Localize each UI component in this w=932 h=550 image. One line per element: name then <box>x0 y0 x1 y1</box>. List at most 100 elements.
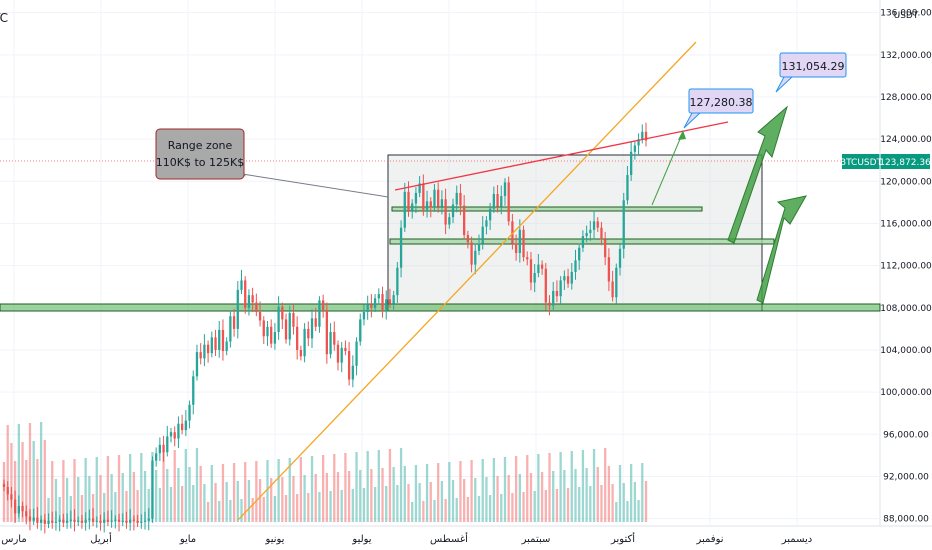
volume-bar <box>362 488 366 522</box>
candle-body <box>526 257 529 260</box>
volume-bar <box>206 502 210 522</box>
time-axis[interactable]: مارس أبريل مايو يونيو يوليو أغسطس سبتمبر أكتوبر… <box>1 532 812 545</box>
candle-body <box>474 250 477 265</box>
volume-bar <box>303 475 306 522</box>
candle-body <box>58 519 61 522</box>
target-1-callout[interactable]: 127,280.38 <box>683 88 754 129</box>
candle-body <box>492 193 496 209</box>
target-2-callout[interactable]: 131,054.29 <box>775 52 847 93</box>
volume-bar <box>36 459 39 522</box>
volume-bar <box>548 453 551 522</box>
candle-body <box>522 229 525 258</box>
candle-body <box>399 227 403 268</box>
candle-body <box>218 329 221 350</box>
volume-bar <box>496 476 499 522</box>
candle-body <box>91 518 95 522</box>
volume-bar <box>604 448 607 522</box>
volume-bar <box>589 486 592 522</box>
candle-body <box>6 486 9 495</box>
candle-body <box>377 294 380 299</box>
support-band-lower[interactable] <box>0 303 881 312</box>
volume-bar <box>2 462 6 522</box>
volume-bar <box>526 455 529 522</box>
volume-bar <box>288 458 291 522</box>
candle-body <box>229 316 232 342</box>
resistance-line[interactable] <box>394 121 729 191</box>
support-band-upper[interactable] <box>391 206 703 212</box>
volume-bar <box>385 486 388 522</box>
volume-bar <box>88 476 91 522</box>
candle-body <box>173 432 176 439</box>
volume-bar <box>251 498 254 522</box>
volume-bar <box>214 483 217 522</box>
candle-body <box>630 151 633 175</box>
volume-bar <box>581 450 585 522</box>
candle-body <box>2 483 6 487</box>
candle-body <box>232 316 236 329</box>
candle-body <box>10 494 13 500</box>
candle-body <box>151 460 154 519</box>
candle-body <box>615 267 618 298</box>
last-price-tag: BTCUSDT 123,872.36 <box>840 154 931 169</box>
volume-bar <box>492 458 496 522</box>
volume-bar <box>463 479 466 522</box>
price-axis[interactable]: 136,000.00 132,000.00 128,000.00 124,000.00… <box>880 9 932 525</box>
month-label: سبتمبر <box>521 534 551 545</box>
volume-bar <box>529 473 533 522</box>
volume-bar <box>522 492 525 522</box>
candle-body <box>262 320 265 337</box>
volume-bar <box>121 473 124 522</box>
candle-body <box>277 306 280 333</box>
candle-body <box>225 341 228 352</box>
candle-body <box>481 226 484 244</box>
price-axis-panel <box>880 0 932 550</box>
volume-bar <box>574 469 577 522</box>
month-label: أغسطس <box>430 532 468 545</box>
candle-body <box>266 326 269 337</box>
volume-bar <box>626 501 629 522</box>
volume-bar <box>158 488 162 522</box>
volume-bar <box>247 480 251 522</box>
candle-body <box>210 337 213 354</box>
projection-arrow-thin <box>651 130 686 206</box>
price-tick-label: 128,000.00 <box>880 93 932 103</box>
candle-body <box>99 520 102 523</box>
volume-bar <box>77 477 80 522</box>
candle-body <box>485 220 488 227</box>
volume-bar <box>414 465 418 522</box>
bullish-arrow-large-1 <box>727 105 788 244</box>
volume-bar <box>218 501 221 522</box>
volume-bar <box>25 460 28 522</box>
volume-bar <box>221 464 225 522</box>
candle-body <box>117 519 121 522</box>
price-tick-label: 100,000.00 <box>880 388 932 398</box>
volume-bar <box>203 484 206 522</box>
range-zone-callout[interactable]: Range zone 110K$ to 125K$ <box>155 128 389 198</box>
candle-body <box>641 131 644 140</box>
volume-bar <box>296 494 299 522</box>
candle-body <box>114 519 117 521</box>
volume-bar <box>388 449 392 522</box>
volume-bar <box>136 490 139 522</box>
volume-bar <box>366 451 369 522</box>
volume-bar <box>474 478 477 522</box>
volume-bar <box>329 491 332 522</box>
volume-bar <box>336 472 340 522</box>
ascending-trendline[interactable] <box>237 41 697 521</box>
volume-bar <box>585 468 588 522</box>
candle-body <box>604 239 607 258</box>
candle-body <box>563 276 566 281</box>
volume-bar <box>99 475 102 522</box>
candle-body <box>544 268 547 303</box>
volume-bar <box>84 458 87 522</box>
volume-bar <box>592 449 596 522</box>
candle-body <box>336 344 340 363</box>
candles <box>2 122 648 534</box>
candle-body <box>366 304 369 313</box>
volume-bar <box>62 460 65 522</box>
volume-bar <box>192 485 195 522</box>
volume-bar <box>195 448 199 522</box>
range-box[interactable] <box>387 154 763 312</box>
candle-body <box>166 436 169 453</box>
